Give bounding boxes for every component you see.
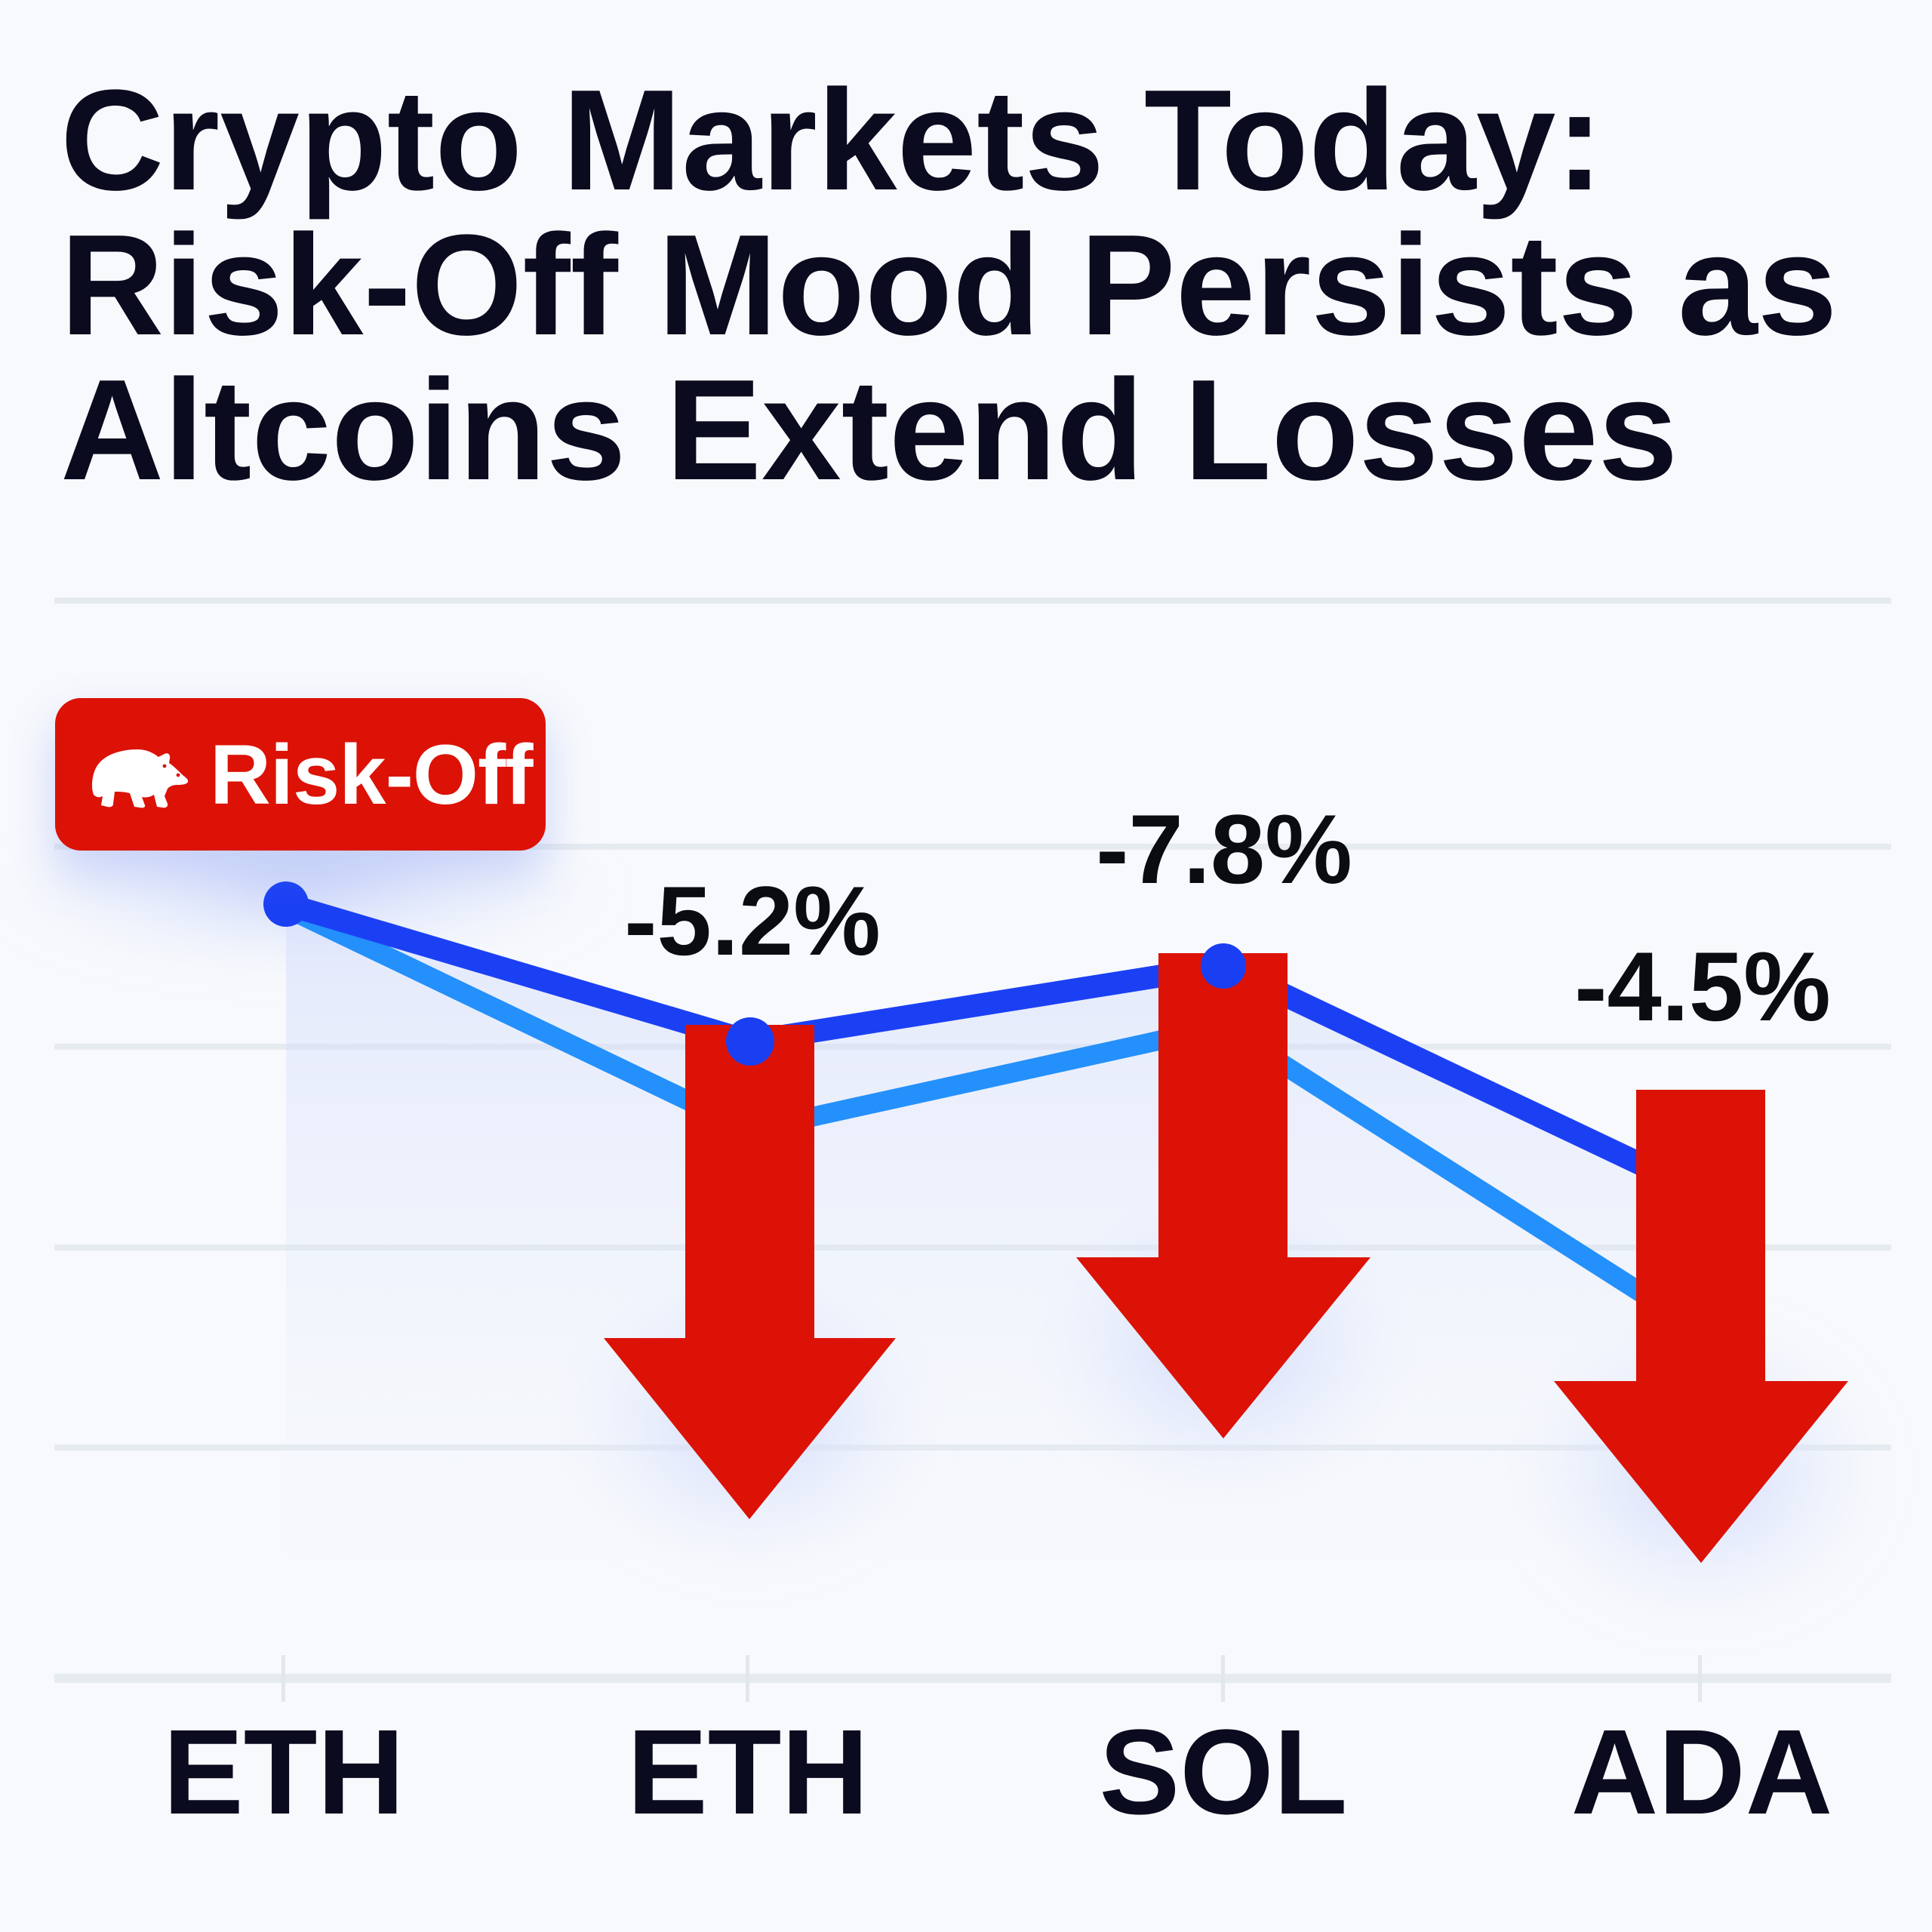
primary-series-line xyxy=(275,893,1712,1204)
x-axis-label-ada: ADA xyxy=(1571,1704,1833,1839)
x-axis: ETH ETH SOL ADA xyxy=(54,1655,1891,1839)
x-axis-label-eth-1: ETH xyxy=(163,1704,405,1839)
down-arrows xyxy=(604,953,1848,1563)
data-point[interactable] xyxy=(1201,943,1246,989)
bear-icon xyxy=(92,749,189,808)
x-axis-tick xyxy=(281,1655,285,1702)
headline-line-1: Crypto Markets Today: xyxy=(60,60,1604,220)
data-points xyxy=(263,881,1246,1066)
data-point[interactable] xyxy=(726,1017,774,1066)
percent-label-ada: -4.5% xyxy=(1574,931,1831,1041)
x-axis-tick xyxy=(1221,1655,1225,1702)
x-axis-tick xyxy=(1698,1655,1702,1702)
data-point[interactable] xyxy=(263,881,309,927)
x-axis-line xyxy=(54,1674,1891,1683)
headline: Crypto Markets Today: Risk-Off Mood Pers… xyxy=(60,68,1902,503)
percent-label-eth: -5.2% xyxy=(624,866,881,976)
header-divider xyxy=(54,598,1891,604)
gridline xyxy=(54,844,1891,850)
risk-off-badge: Risk-Off xyxy=(55,698,546,851)
x-axis-tick xyxy=(746,1655,749,1702)
badge-label: Risk-Off xyxy=(210,728,534,822)
headline-line-3: Altcoins Extend Losses xyxy=(60,350,1678,510)
x-axis-label-sol: SOL xyxy=(1100,1704,1348,1839)
down-arrow-ada xyxy=(1554,1090,1848,1563)
headline-line-2: Risk-Off Mood Persists as xyxy=(60,205,1838,365)
x-axis-label-eth-2: ETH xyxy=(627,1704,869,1839)
percent-labels: -5.2% -7.8% -4.5% xyxy=(624,794,1831,1041)
down-arrow-eth xyxy=(604,1025,896,1519)
down-arrow-sol xyxy=(1076,953,1371,1438)
percent-label-sol: -7.8% xyxy=(1096,794,1352,904)
secondary-series-line xyxy=(276,898,1710,1340)
